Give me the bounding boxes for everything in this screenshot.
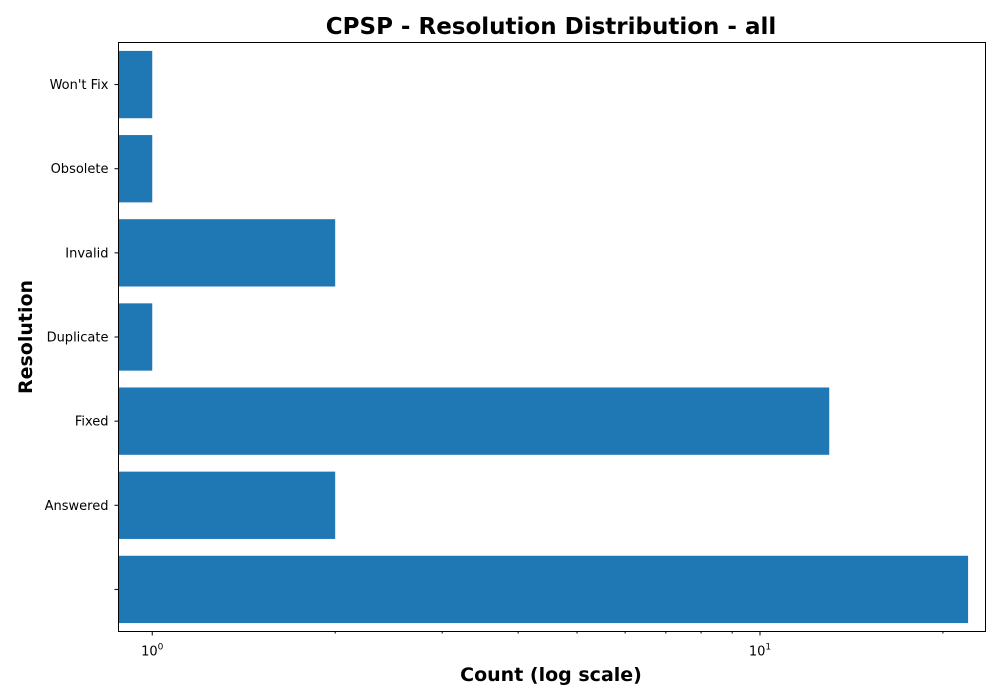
y-tick-label: Won't Fix [50,78,109,93]
bar-duplicate [118,303,153,371]
bar-won-t-fix [118,50,153,119]
x-tick-label: 100 [141,643,164,660]
chart-title: CPSP - Resolution Distribution - all [326,14,776,40]
bar-obsolete [118,135,153,203]
y-tick-label: Obsolete [51,162,109,177]
bar-fixed [118,387,830,455]
y-tick-label: Invalid [65,246,108,261]
bar-unlabeled [118,555,969,624]
x-axis-label: Count (log scale) [460,664,642,686]
plot-frame [118,42,986,632]
bars-layer [118,50,969,624]
bar-invalid [118,219,336,287]
y-axis-ticks: Answered Fixed Duplicate Invalid Obsolete Won… [45,78,119,590]
x-tick-label: 101 [749,643,771,660]
y-tick-label: Answered [45,499,109,514]
y-tick-label: Fixed [75,415,109,430]
y-tick-label: Duplicate [47,331,109,346]
bar-answered [118,471,336,539]
y-axis-label: Resolution [15,280,37,394]
x-axis-ticks: 100 101 [141,631,944,660]
